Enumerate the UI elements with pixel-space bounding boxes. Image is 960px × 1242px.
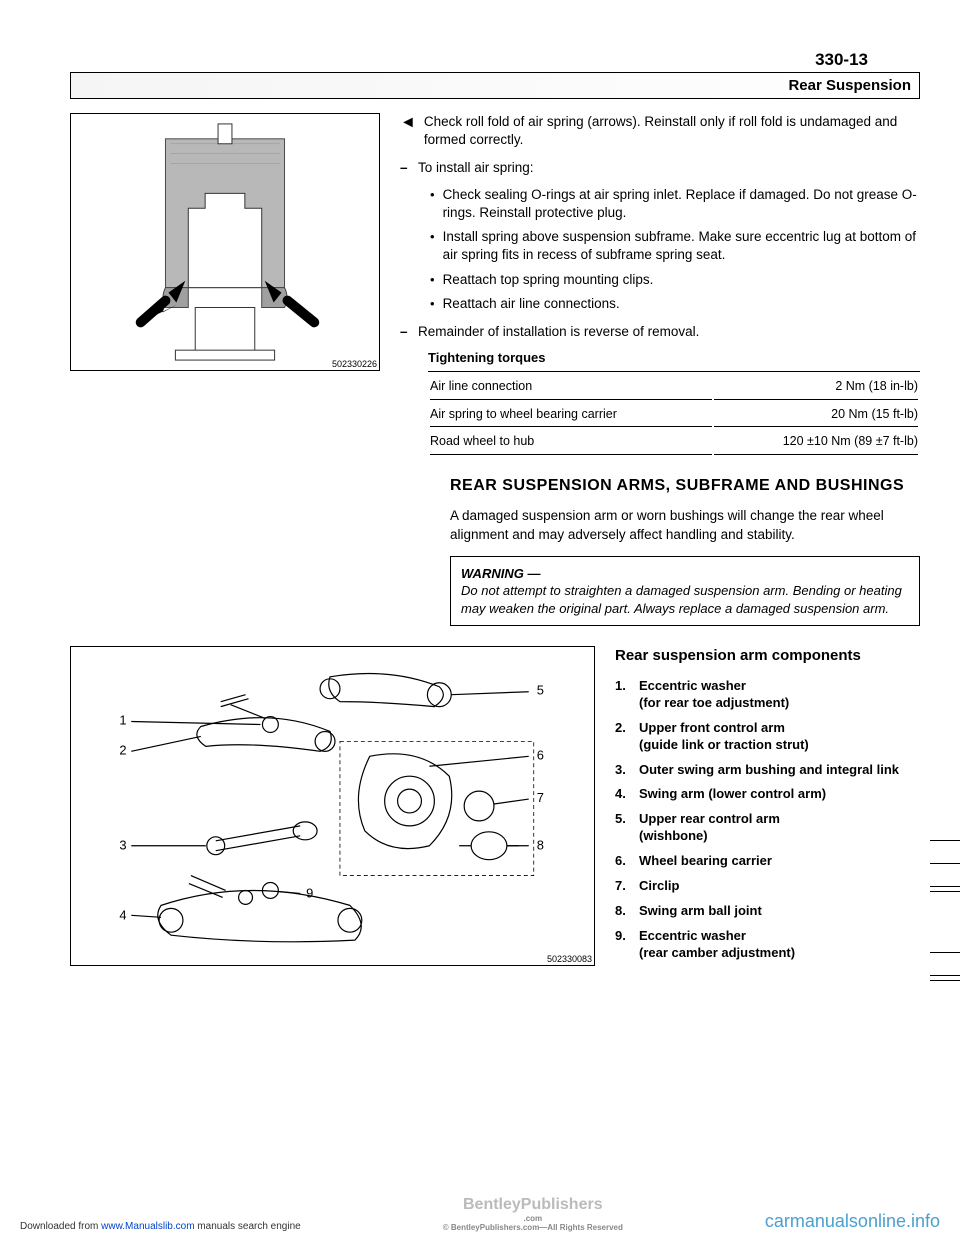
table-row: Air spring to wheel bearing carrier20 Nm…: [430, 402, 918, 428]
footer-left: Downloaded from www.Manualslib.com manua…: [20, 1221, 301, 1232]
warning-body: Do not attempt to straighten a damaged s…: [461, 583, 902, 616]
svg-text:7: 7: [537, 790, 544, 805]
warning-title: WARNING —: [461, 566, 540, 581]
bullet-text: Check sealing O-rings at air spring inle…: [443, 186, 920, 222]
chapter-title-bar: Rear Suspension: [70, 72, 920, 99]
install-bullets: •Check sealing O-rings at air spring inl…: [430, 186, 920, 313]
remainder-text: Remainder of installation is reverse of …: [418, 323, 699, 341]
footer-center: BentleyPublishers.com © BentleyPublisher…: [301, 1196, 765, 1232]
svg-text:4: 4: [119, 908, 126, 923]
figure-suspension-components: 1 2 3 4 5 6 7 8 9 502330083: [70, 646, 595, 966]
components-list: 1.Eccentric washer(for rear toe adjustme…: [615, 678, 920, 962]
footer-right: carmanualsonline.info: [765, 1211, 940, 1232]
dash-icon: –: [400, 323, 410, 341]
section-title: REAR SUSPENSION ARMS, SUBFRAME AND BUSHI…: [450, 477, 920, 495]
figure2-code: 502330083: [547, 954, 592, 964]
torque-title: Tightening torques: [428, 349, 920, 367]
footer-link[interactable]: www.Manualslib.com: [101, 1221, 194, 1232]
warning-box: WARNING — Do not attempt to straighten a…: [450, 556, 920, 627]
svg-text:6: 6: [537, 748, 544, 763]
dash-icon: –: [400, 159, 410, 177]
svg-text:2: 2: [119, 743, 126, 758]
figure-air-spring: 502330226: [70, 113, 380, 371]
components-title: Rear suspension arm components: [615, 646, 920, 666]
svg-text:1: 1: [119, 713, 126, 728]
page-number: 330-13: [70, 50, 920, 70]
chapter-title: Rear Suspension: [788, 77, 911, 94]
page-edge-marks: [930, 840, 960, 1003]
paragraph: A damaged suspension arm or worn bushing…: [450, 507, 920, 543]
torque-table: Air line connection2 Nm (18 in-lb) Air s…: [428, 371, 920, 458]
svg-text:8: 8: [537, 838, 544, 853]
svg-text:9: 9: [306, 886, 313, 901]
install-lead: To install air spring:: [418, 159, 534, 177]
table-row: Road wheel to hub120 ±10 Nm (89 ±7 ft-lb…: [430, 429, 918, 455]
svg-text:5: 5: [537, 683, 544, 698]
svg-text:3: 3: [119, 838, 126, 853]
table-row: Air line connection2 Nm (18 in-lb): [430, 374, 918, 400]
figure1-code: 502330226: [332, 359, 377, 369]
check-text: Check roll fold of air spring (arrows). …: [424, 113, 920, 149]
check-arrow-icon: ◄: [400, 115, 416, 149]
bullet-text: Install spring above suspension subframe…: [443, 228, 920, 264]
bullet-text: Reattach air line connections.: [443, 295, 620, 313]
bullet-text: Reattach top spring mounting clips.: [443, 271, 654, 289]
